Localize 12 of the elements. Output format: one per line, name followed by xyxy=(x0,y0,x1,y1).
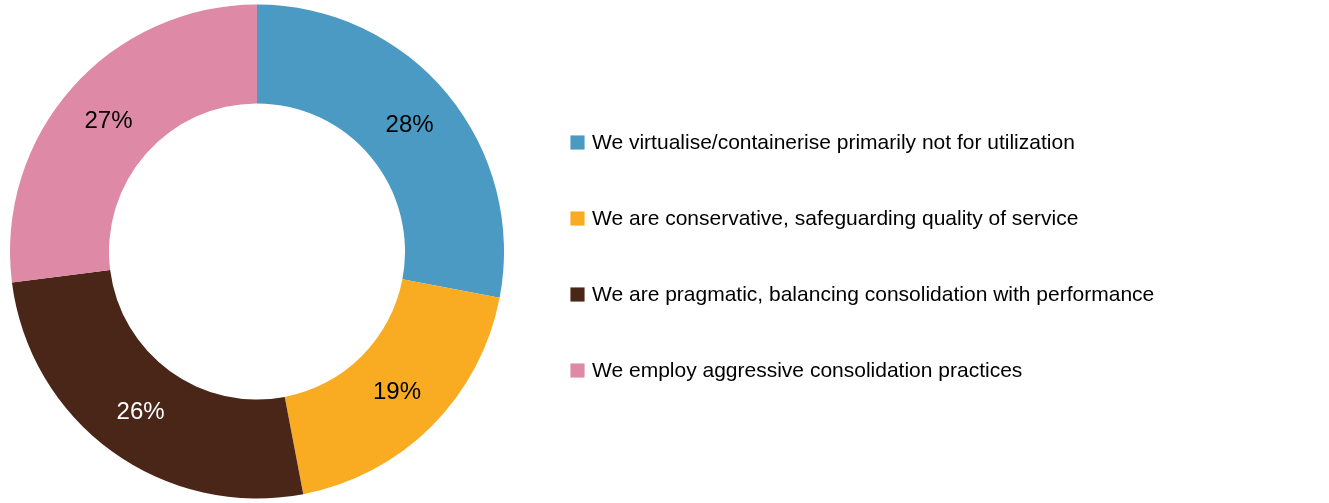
legend-label: We are pragmatic, balancing consolidation with performance xyxy=(592,281,1155,305)
donut-slice xyxy=(10,4,257,283)
data-label: 27% xyxy=(84,105,133,133)
donut-slice xyxy=(284,279,500,495)
legend-label: We employ aggressive consolidation practices xyxy=(592,357,1023,381)
data-label: 19% xyxy=(372,376,422,404)
legend-label: We virtualise/containerise primarily not for utilization xyxy=(592,129,1075,153)
donut-slice xyxy=(11,270,304,499)
legend-label: We are conservative, safeguarding quality of service xyxy=(592,205,1079,229)
donut-slice xyxy=(257,4,504,298)
data-label: 28% xyxy=(385,110,434,138)
data-label: 26% xyxy=(116,396,165,424)
